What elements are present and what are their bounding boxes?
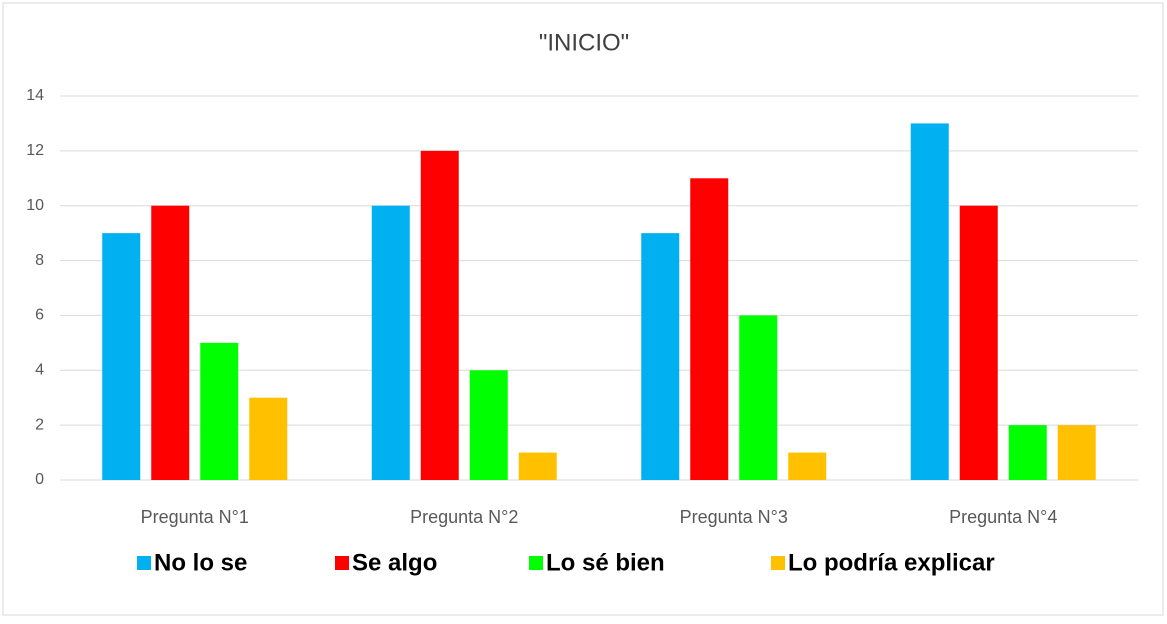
bar (641, 233, 680, 480)
y-tick-label: 0 (35, 471, 44, 488)
bar (1008, 425, 1047, 480)
x-tick-label: Pregunta N°3 (680, 507, 788, 527)
y-tick-label: 2 (35, 416, 44, 433)
x-tick-label: Pregunta N°4 (949, 507, 1057, 527)
bar (420, 150, 459, 480)
legend-swatch (771, 556, 785, 570)
bar (371, 205, 410, 480)
legend-swatch (137, 556, 151, 570)
legend-swatch (529, 556, 543, 570)
bar (788, 452, 827, 480)
bar (959, 205, 998, 480)
legend-swatch (335, 556, 349, 570)
bar (1057, 425, 1096, 480)
legend-label: No lo se (154, 549, 247, 576)
bar (910, 123, 949, 480)
bar (469, 370, 508, 480)
bar (518, 452, 557, 480)
legend-label: Lo sé bien (546, 549, 665, 576)
bar (690, 178, 729, 481)
y-tick-label: 8 (35, 252, 44, 269)
bar (102, 233, 141, 480)
y-tick-label: 14 (26, 87, 44, 104)
y-tick-label: 10 (26, 197, 44, 214)
chart-title: "INICIO" (539, 29, 629, 56)
bar (151, 205, 190, 480)
bar (200, 342, 239, 480)
bar (249, 397, 288, 480)
bar (739, 315, 778, 480)
legend-label: Lo podría explicar (788, 549, 995, 576)
y-tick-label: 6 (35, 307, 44, 324)
y-tick-label: 4 (35, 362, 44, 379)
legend-label: Se algo (352, 549, 437, 576)
x-tick-label: Pregunta N°1 (141, 507, 249, 527)
x-tick-label: Pregunta N°2 (410, 507, 518, 527)
y-tick-label: 12 (26, 142, 44, 159)
